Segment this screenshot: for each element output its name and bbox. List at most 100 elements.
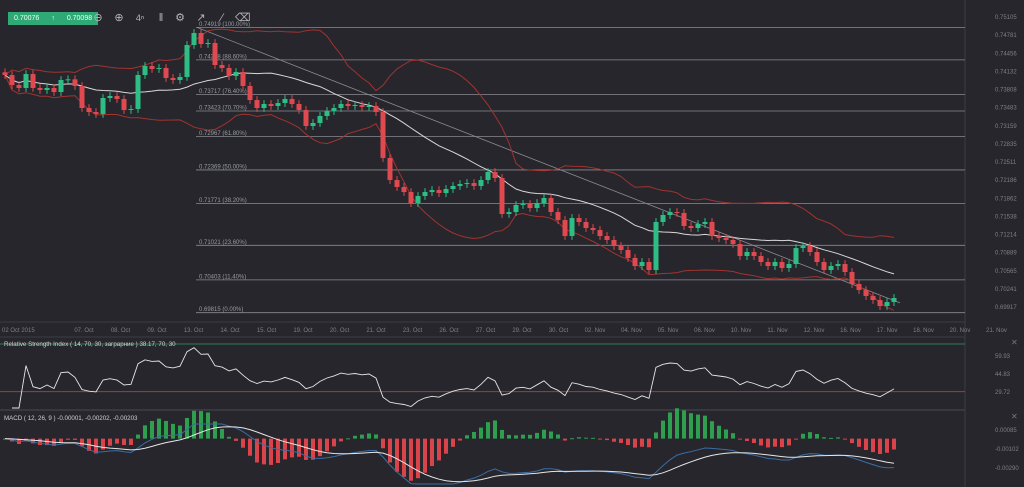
macd-histogram-bar [689,413,693,439]
candle [114,92,120,103]
time-axis-label: 05. Nov [658,328,679,334]
candle-body [163,67,169,78]
candle-body [415,195,421,204]
macd-histogram-bar [360,434,364,439]
candle [373,102,379,116]
candle-type-icon[interactable]: ‖ [158,12,164,24]
macd-histogram-bar [346,438,350,440]
candle [723,234,729,244]
candle-body [128,109,134,111]
macd-histogram-bar [297,438,301,457]
candle [891,294,897,306]
time-axis-label: 18. Nov [913,328,934,334]
time-axis-label: 09. Oct [147,328,167,334]
macd-histogram-bar [108,438,112,446]
macd-histogram-bar [206,412,210,439]
candle [135,71,141,113]
candle-body [681,212,687,227]
candle-body [772,262,778,267]
macd-histogram-bar [661,420,665,439]
macd-histogram-bar [388,438,392,463]
candle [702,218,708,228]
candle [625,246,631,262]
candle [198,29,204,48]
candle-body [58,79,64,93]
fib-level-label: 0.71771 (38.20%) [199,198,247,204]
candle [450,182,456,193]
candle-body [611,239,617,247]
time-axis-label: 19. Oct [293,328,313,334]
candle [296,100,302,114]
macd-histogram-bar [402,438,406,477]
draw-line-icon[interactable]: ∕ [221,12,223,24]
candle-body [16,85,22,88]
time-axis-label: 29. Oct [512,328,532,334]
macd-histogram-bar [129,438,133,446]
zoom-out-icon[interactable]: ⊖ [93,12,103,24]
macd-histogram-bar [409,438,413,481]
candle [870,292,876,304]
time-axis-label: 30. Oct [549,328,569,334]
candle-body [331,108,337,112]
fib-level-label: 0.74338 (88.60%) [199,54,247,60]
candle [632,254,638,270]
time-axis-label: 27. Oct [476,328,496,334]
candle [513,201,519,216]
candle [478,176,484,190]
candle-body [604,236,610,240]
arrow-up-icon: ↑ [51,15,55,22]
candle [394,176,400,191]
candle [569,214,575,240]
candle-body [436,190,442,194]
candle [786,260,792,272]
candle-body [457,184,463,186]
macd-histogram-bar [822,437,826,439]
macd-histogram-bar [325,438,329,452]
macd-histogram-bar [696,414,700,439]
candle-body [114,95,120,100]
crosshair-icon[interactable]: 4ⁿ [135,13,145,23]
candle [58,76,64,96]
candle-body [37,87,43,91]
fib-level-label: 0.72369 (50.00%) [199,164,247,170]
fib-level-label: 0.70403 (11.40%) [199,274,246,280]
candle-body [877,300,883,307]
candle [506,208,512,218]
macd-histogram-bar [836,437,840,439]
macd-histogram-bar [416,438,420,479]
candle-body [261,103,267,109]
candle-body [702,221,708,224]
zoom-in-icon[interactable]: ⊕ [114,12,124,24]
price-axis-label: 0.73483 [995,106,1017,112]
close-rsi-icon[interactable]: ✕ [1011,338,1018,347]
candle-body [275,103,281,106]
candle-body [870,295,876,301]
candle [205,39,211,48]
close-macd-icon[interactable]: ✕ [1011,412,1018,421]
candle-body [443,189,449,194]
candle [345,100,351,110]
candle-body [303,110,309,127]
candle-body [240,72,246,86]
candle [366,102,372,111]
macd-histogram-bar [668,412,672,439]
macd-histogram-bar [423,438,427,473]
candle [23,70,29,92]
candle [415,192,421,207]
candle [667,208,673,219]
candle [828,262,834,274]
candle [842,260,848,276]
price-axis-label: 0.74781 [995,33,1017,39]
candle [443,185,449,197]
quote-box[interactable]: 0.70076 ↑ 0.70098 [8,12,99,25]
candle [793,244,799,268]
eraser-icon[interactable]: ⌫ [235,12,251,24]
time-axis-label: 15. Oct [257,328,277,334]
candle-body [324,111,330,116]
candle [744,248,750,260]
candle-body [576,218,582,222]
indicators-icon[interactable]: ↗ [196,12,206,24]
candle-body [660,214,666,222]
gear-icon[interactable]: ⚙ [175,12,185,24]
